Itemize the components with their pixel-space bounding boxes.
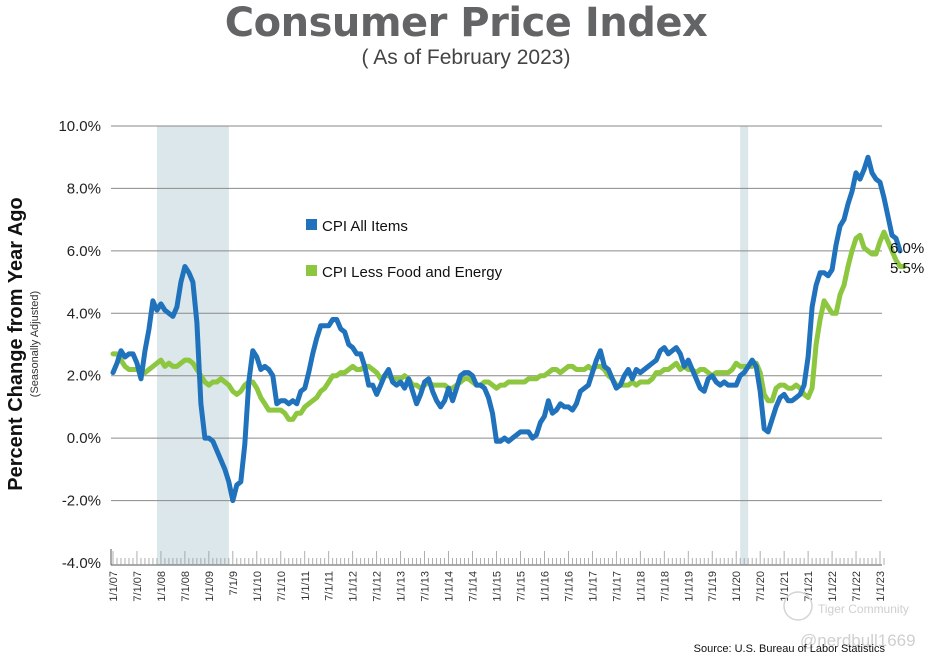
- x-tick-label: 1/1/11: [300, 571, 312, 601]
- x-tick-label: 7/1/15: [515, 571, 527, 602]
- watermark-handle: @nerdbull1669: [800, 631, 916, 650]
- source-note: Source: U.S. Bureau of Labor Statistics: [694, 643, 886, 655]
- x-tick-label: 1/1/07: [108, 571, 120, 602]
- x-tick-label: 1/1/17: [587, 571, 599, 602]
- x-tick-label: 1/1/09: [204, 571, 216, 602]
- x-tick-label: 1/1/20: [731, 571, 743, 602]
- x-tick-label: 1/1/10: [252, 571, 264, 602]
- legend: CPI All Items CPI Less Food and Energy: [306, 218, 503, 281]
- y-axis-subtitle: (Seasonally Adjusted): [29, 291, 41, 397]
- x-tick-label: 1/1/14: [444, 571, 456, 602]
- y-axis-ticks: -4.0% -2.0% 0.0% 2.0% 4.0% 6.0% 8.0% 10.0%: [58, 118, 101, 572]
- y-tick-label: 8.0%: [67, 180, 101, 197]
- x-tick-label: 1/1/18: [635, 571, 647, 602]
- y-tick-label: -2.0%: [62, 493, 101, 510]
- x-axis: 1/1/07 7/1/07 1/1/08 7/1/08 1/1/09 7/1/9 1/1/1…: [108, 549, 887, 602]
- end-label-cpi-all-items: 6.0%: [890, 240, 924, 257]
- series-line-cpi-all-items: [110, 154, 903, 504]
- x-tick-label: 7/1/19: [707, 571, 719, 602]
- x-tick-label: 7/1/10: [276, 571, 288, 602]
- chart-title: Consumer Price Index: [224, 0, 708, 46]
- recession-band: [740, 126, 749, 565]
- x-tick-label: 1/1/08: [156, 571, 168, 602]
- x-tick-label: 7/1/12: [372, 571, 384, 602]
- legend-label-cpi-all-items: CPI All Items: [322, 218, 408, 235]
- x-tick-label: 1/1/22: [827, 571, 839, 602]
- tiger-logo-icon: [783, 591, 813, 621]
- end-label-cpi-core: 5.5%: [890, 260, 924, 277]
- x-tick-label: 1/1/23: [875, 571, 887, 602]
- series-line-cpi-core: [110, 229, 907, 422]
- x-tick-label: 7/1/17: [611, 571, 623, 602]
- legend-swatch-cpi-core: [306, 265, 317, 276]
- x-tick-label: 1/1/15: [492, 571, 504, 602]
- y-tick-label: 10.0%: [58, 118, 101, 135]
- x-tick-label: 1/1/13: [396, 571, 408, 602]
- recession-band: [156, 126, 229, 565]
- x-tick-label: 7/1/9: [228, 571, 240, 595]
- x-tick-label: 7/1/22: [851, 571, 863, 602]
- x-tick-label: 1/1/16: [539, 571, 551, 602]
- chart-subtitle: ( As of February 2023): [361, 46, 571, 69]
- x-tick-label: 1/1/21: [779, 571, 791, 602]
- x-tick-label: 7/1/18: [659, 571, 671, 602]
- watermark-brand: Tiger Community: [818, 602, 909, 616]
- y-tick-label: 2.0%: [67, 368, 101, 385]
- y-tick-label: 4.0%: [67, 305, 101, 322]
- y-tick-label: 0.0%: [67, 430, 101, 447]
- y-axis-title: Percent Change from Year Ago: [5, 197, 27, 490]
- x-tick-label: 7/1/16: [563, 571, 575, 602]
- x-tick-label: 7/1/07: [132, 571, 144, 602]
- x-tick-label: 7/1/08: [180, 571, 192, 602]
- x-tick-label: 7/1/11: [324, 571, 336, 601]
- x-tick-label: 1/1/12: [348, 571, 360, 602]
- x-tick-label: 7/1/13: [420, 571, 432, 602]
- x-tick-label: 7/1/14: [468, 571, 480, 602]
- y-tick-label: 6.0%: [67, 243, 101, 260]
- x-tick-label: 7/1/20: [755, 571, 767, 602]
- series-lines: [110, 154, 907, 504]
- x-tick-label: 1/1/19: [683, 571, 695, 602]
- recession-shading: [156, 126, 749, 565]
- legend-label-cpi-core: CPI Less Food and Energy: [322, 264, 503, 281]
- watermark: Tiger Community @nerdbull1669: [783, 591, 916, 650]
- legend-swatch-cpi-all-items: [306, 219, 317, 230]
- y-tick-label: -4.0%: [62, 555, 101, 572]
